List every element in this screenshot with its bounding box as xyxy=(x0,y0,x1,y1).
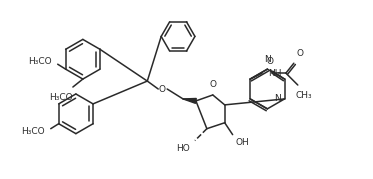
Polygon shape xyxy=(183,98,196,103)
Text: N: N xyxy=(274,95,280,103)
Text: H₃CO: H₃CO xyxy=(49,93,73,102)
Text: OH: OH xyxy=(236,138,250,147)
Text: N: N xyxy=(264,55,271,64)
Text: H₃CO: H₃CO xyxy=(21,127,45,136)
Text: H₃CO: H₃CO xyxy=(28,57,52,66)
Text: O: O xyxy=(209,80,216,89)
Text: O: O xyxy=(159,84,166,93)
Text: CH₃: CH₃ xyxy=(295,91,312,100)
Text: NH: NH xyxy=(268,69,282,78)
Text: HO: HO xyxy=(176,144,190,153)
Text: O: O xyxy=(266,57,273,66)
Text: O: O xyxy=(297,49,304,58)
